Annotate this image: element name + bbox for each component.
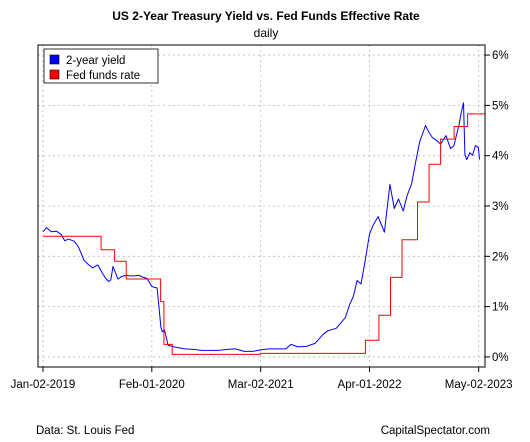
- credit-text: CapitalSpectator.com: [381, 425, 490, 437]
- series-line-fed-funds-rate: [43, 113, 485, 355]
- y-tick-label: 2%: [492, 251, 509, 263]
- legend-box: [43, 48, 159, 84]
- legend-swatch-fed-funds-rate: [49, 69, 60, 80]
- y-tick-label: 3%: [492, 201, 509, 213]
- x-tick-label: Apr-01-2022: [338, 379, 402, 391]
- chart-subtitle: daily: [254, 26, 279, 40]
- y-tick-label: 0%: [492, 352, 509, 364]
- y-tick-label: 1%: [492, 302, 509, 314]
- grid-lines: [38, 45, 485, 367]
- series-layer: [42, 102, 485, 355]
- y-tick-label: 4%: [492, 151, 509, 163]
- y-axis: 0% 1% 2% 3% 4% 5% 6%: [485, 50, 509, 364]
- x-tick-label: May-02-2023: [445, 379, 513, 391]
- legend-swatch-2-year-yield: [49, 54, 60, 65]
- chart-title: US 2-Year Treasury Yield vs. Fed Funds E…: [112, 9, 420, 23]
- x-tick-label: Feb-01-2020: [119, 379, 185, 391]
- legend: 2-year yield Fed funds rate: [43, 48, 159, 84]
- x-tick-label: Jan-02-2019: [11, 379, 76, 391]
- legend-label-fed-funds-rate: Fed funds rate: [66, 70, 140, 82]
- source-note: Data: St. Louis Fed: [36, 425, 134, 437]
- x-axis: Jan-02-2019 Feb-01-2020 Mar-02-2021 Apr-01-…: [11, 367, 513, 391]
- y-tick-label: 6%: [492, 50, 509, 62]
- series-line-2-year-yield: [42, 102, 480, 352]
- legend-label-2-year-yield: 2-year yield: [66, 55, 125, 67]
- y-tick-label: 5%: [492, 100, 509, 112]
- x-tick-label: Mar-02-2021: [228, 379, 294, 391]
